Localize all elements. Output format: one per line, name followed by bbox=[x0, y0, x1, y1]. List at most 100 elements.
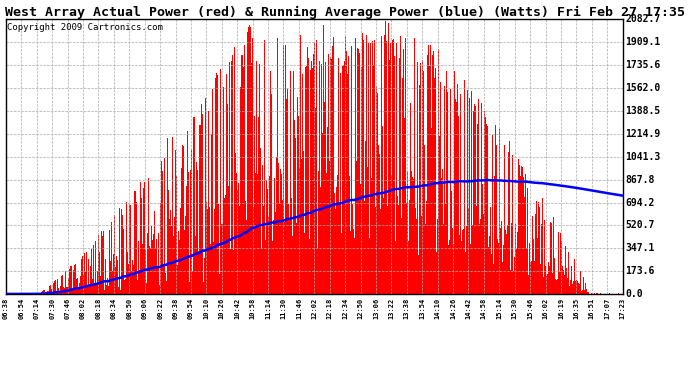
Bar bbox=[224, 195, 226, 294]
Bar bbox=[136, 201, 137, 294]
Bar bbox=[454, 70, 455, 294]
Bar bbox=[162, 171, 163, 294]
Bar bbox=[347, 74, 348, 294]
Bar bbox=[273, 220, 274, 294]
Bar bbox=[350, 231, 351, 294]
Bar bbox=[534, 261, 535, 294]
Bar bbox=[193, 117, 194, 294]
Bar bbox=[535, 214, 536, 294]
Bar bbox=[315, 108, 316, 294]
Bar bbox=[422, 60, 424, 294]
Text: 0.0: 0.0 bbox=[625, 290, 643, 299]
Bar bbox=[563, 270, 564, 294]
Text: 13:38: 13:38 bbox=[404, 297, 410, 319]
Bar bbox=[49, 286, 50, 294]
Bar bbox=[80, 276, 81, 294]
Bar bbox=[255, 172, 257, 294]
Bar bbox=[313, 54, 314, 294]
Bar bbox=[41, 292, 42, 294]
Bar bbox=[298, 116, 299, 294]
Bar bbox=[302, 74, 303, 294]
Bar bbox=[295, 138, 296, 294]
Bar bbox=[330, 57, 331, 294]
Bar bbox=[291, 198, 292, 294]
Bar bbox=[500, 138, 502, 294]
Bar bbox=[425, 224, 426, 294]
Bar bbox=[117, 260, 119, 294]
Text: 06:54: 06:54 bbox=[19, 297, 24, 319]
Bar bbox=[288, 204, 289, 294]
Bar bbox=[240, 87, 241, 294]
Text: 347.1: 347.1 bbox=[625, 243, 655, 254]
Bar bbox=[137, 280, 138, 294]
Bar bbox=[558, 232, 560, 294]
Text: 14:26: 14:26 bbox=[450, 297, 456, 319]
Bar bbox=[584, 290, 585, 294]
Text: 14:58: 14:58 bbox=[481, 297, 487, 319]
Bar bbox=[281, 232, 282, 294]
Bar bbox=[453, 244, 454, 294]
Bar bbox=[489, 236, 490, 294]
Bar bbox=[168, 219, 170, 294]
Bar bbox=[427, 55, 428, 294]
Bar bbox=[95, 241, 96, 294]
Bar bbox=[233, 250, 234, 294]
Bar bbox=[483, 214, 484, 294]
Bar bbox=[266, 180, 267, 294]
Bar bbox=[262, 165, 263, 294]
Bar bbox=[138, 241, 139, 294]
Text: Copyright 2009 Cartronics.com: Copyright 2009 Cartronics.com bbox=[7, 23, 163, 32]
Bar bbox=[331, 59, 332, 294]
Bar bbox=[411, 171, 412, 294]
Bar bbox=[542, 198, 543, 294]
Bar bbox=[153, 234, 154, 294]
Bar bbox=[485, 117, 486, 294]
Bar bbox=[333, 193, 335, 294]
Bar bbox=[346, 51, 347, 294]
Bar bbox=[88, 252, 90, 294]
Bar bbox=[109, 230, 110, 294]
Bar bbox=[324, 102, 325, 294]
Bar bbox=[484, 111, 485, 294]
Bar bbox=[305, 67, 306, 294]
Bar bbox=[270, 71, 271, 294]
Bar bbox=[99, 252, 100, 294]
Bar bbox=[121, 209, 122, 294]
Bar bbox=[565, 246, 566, 294]
Bar bbox=[420, 63, 422, 294]
Text: 12:02: 12:02 bbox=[311, 297, 317, 319]
Text: 11:14: 11:14 bbox=[265, 297, 271, 319]
Bar bbox=[86, 285, 88, 294]
Text: 16:51: 16:51 bbox=[589, 297, 595, 319]
Bar bbox=[228, 186, 229, 294]
Bar bbox=[132, 260, 133, 294]
Bar bbox=[577, 281, 578, 294]
Bar bbox=[63, 286, 64, 294]
Bar bbox=[51, 289, 52, 294]
Bar bbox=[366, 35, 367, 294]
Bar bbox=[257, 174, 258, 294]
Bar bbox=[70, 266, 71, 294]
Bar bbox=[428, 45, 429, 294]
Bar bbox=[400, 36, 401, 294]
Bar bbox=[464, 80, 465, 294]
Bar bbox=[557, 280, 558, 294]
Bar bbox=[127, 252, 128, 294]
Bar bbox=[253, 191, 255, 294]
Bar bbox=[91, 249, 92, 294]
Bar bbox=[306, 46, 308, 294]
Bar bbox=[564, 275, 565, 294]
Bar bbox=[234, 46, 235, 294]
Bar bbox=[43, 290, 44, 294]
Bar bbox=[573, 281, 574, 294]
Bar bbox=[401, 218, 402, 294]
Bar bbox=[355, 38, 356, 294]
Bar bbox=[152, 240, 153, 294]
Bar bbox=[165, 273, 166, 294]
Bar bbox=[320, 186, 321, 294]
Bar bbox=[236, 173, 237, 294]
Text: 13:22: 13:22 bbox=[388, 297, 395, 319]
Bar bbox=[571, 266, 572, 294]
Bar bbox=[212, 90, 213, 294]
Bar bbox=[42, 291, 43, 294]
